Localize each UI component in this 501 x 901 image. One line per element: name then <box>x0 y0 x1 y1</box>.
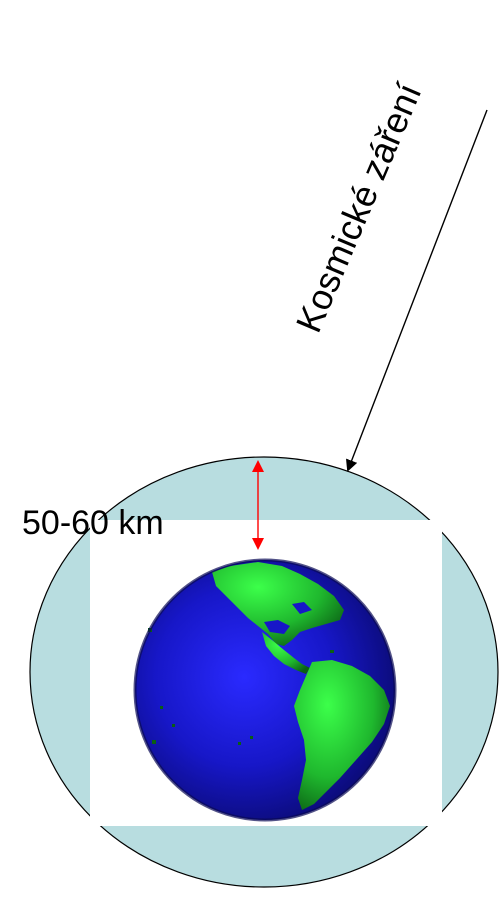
cosmic-ray-label: Kosmické záření <box>288 77 430 338</box>
earth-globe-icon <box>133 558 397 822</box>
cosmic-ray-arrow <box>346 109 488 472</box>
altitude-label: 50-60 km <box>22 504 164 542</box>
